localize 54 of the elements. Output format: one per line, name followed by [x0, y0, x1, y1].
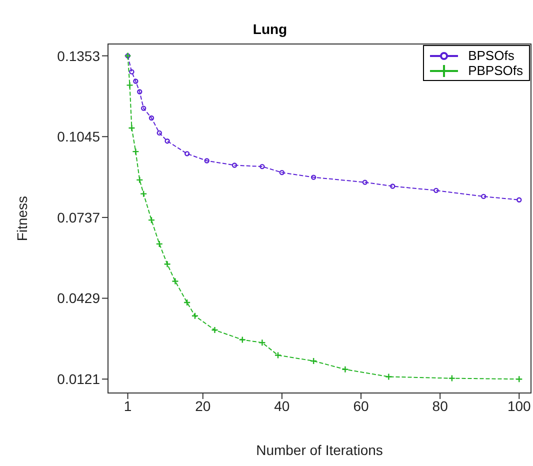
legend-label: PBPSOfs: [468, 63, 523, 78]
point: [126, 82, 134, 89]
point: [260, 164, 265, 170]
point: [191, 312, 199, 320]
point: [140, 106, 146, 111]
point: [137, 89, 142, 94]
y-tick-label: 0.0737: [57, 209, 100, 226]
point: [140, 190, 148, 198]
point: [211, 326, 218, 334]
legend-label: BPSOfs: [468, 48, 514, 63]
point: [448, 374, 456, 382]
point: [310, 174, 316, 180]
x-axis-title: Number of Iterations: [256, 442, 383, 458]
point: [156, 130, 162, 136]
point: [274, 352, 282, 359]
y-tick-label: 0.1045: [57, 128, 100, 145]
y-axis-title: Fitness: [14, 196, 30, 242]
point: [128, 124, 136, 132]
point: [516, 375, 523, 383]
point: [362, 180, 368, 185]
point: [516, 197, 522, 202]
y-tick-label: 0.1353: [57, 48, 100, 64]
point: [238, 336, 246, 344]
point: [434, 188, 439, 194]
point: [133, 78, 138, 84]
x-tick-label: 60: [353, 398, 370, 414]
point: [480, 194, 486, 200]
point: [310, 357, 318, 365]
point: [232, 162, 238, 168]
x-tick-label: 40: [274, 398, 290, 414]
point: [183, 298, 191, 306]
point: [172, 278, 179, 285]
point: [164, 260, 171, 268]
y-tick-label: 0.0429: [57, 290, 100, 306]
point: [148, 216, 156, 224]
point: [164, 138, 170, 144]
x-tick-label: 20: [195, 398, 211, 414]
point: [385, 373, 392, 380]
point: [156, 240, 163, 248]
point: [390, 184, 396, 189]
x-tick-label: 100: [507, 398, 532, 414]
chart-title: Lung: [252, 21, 288, 37]
point: [184, 151, 190, 156]
point: [136, 176, 144, 184]
point: [342, 366, 349, 373]
point: [258, 339, 266, 346]
x-tick-label: 80: [432, 398, 448, 414]
y-tick-label: 0.0121: [57, 371, 100, 388]
point: [132, 148, 140, 156]
point: [204, 158, 210, 164]
point: [279, 170, 285, 176]
point: [129, 69, 134, 74]
point: [148, 115, 154, 121]
x-tick-label: 1: [124, 398, 132, 414]
